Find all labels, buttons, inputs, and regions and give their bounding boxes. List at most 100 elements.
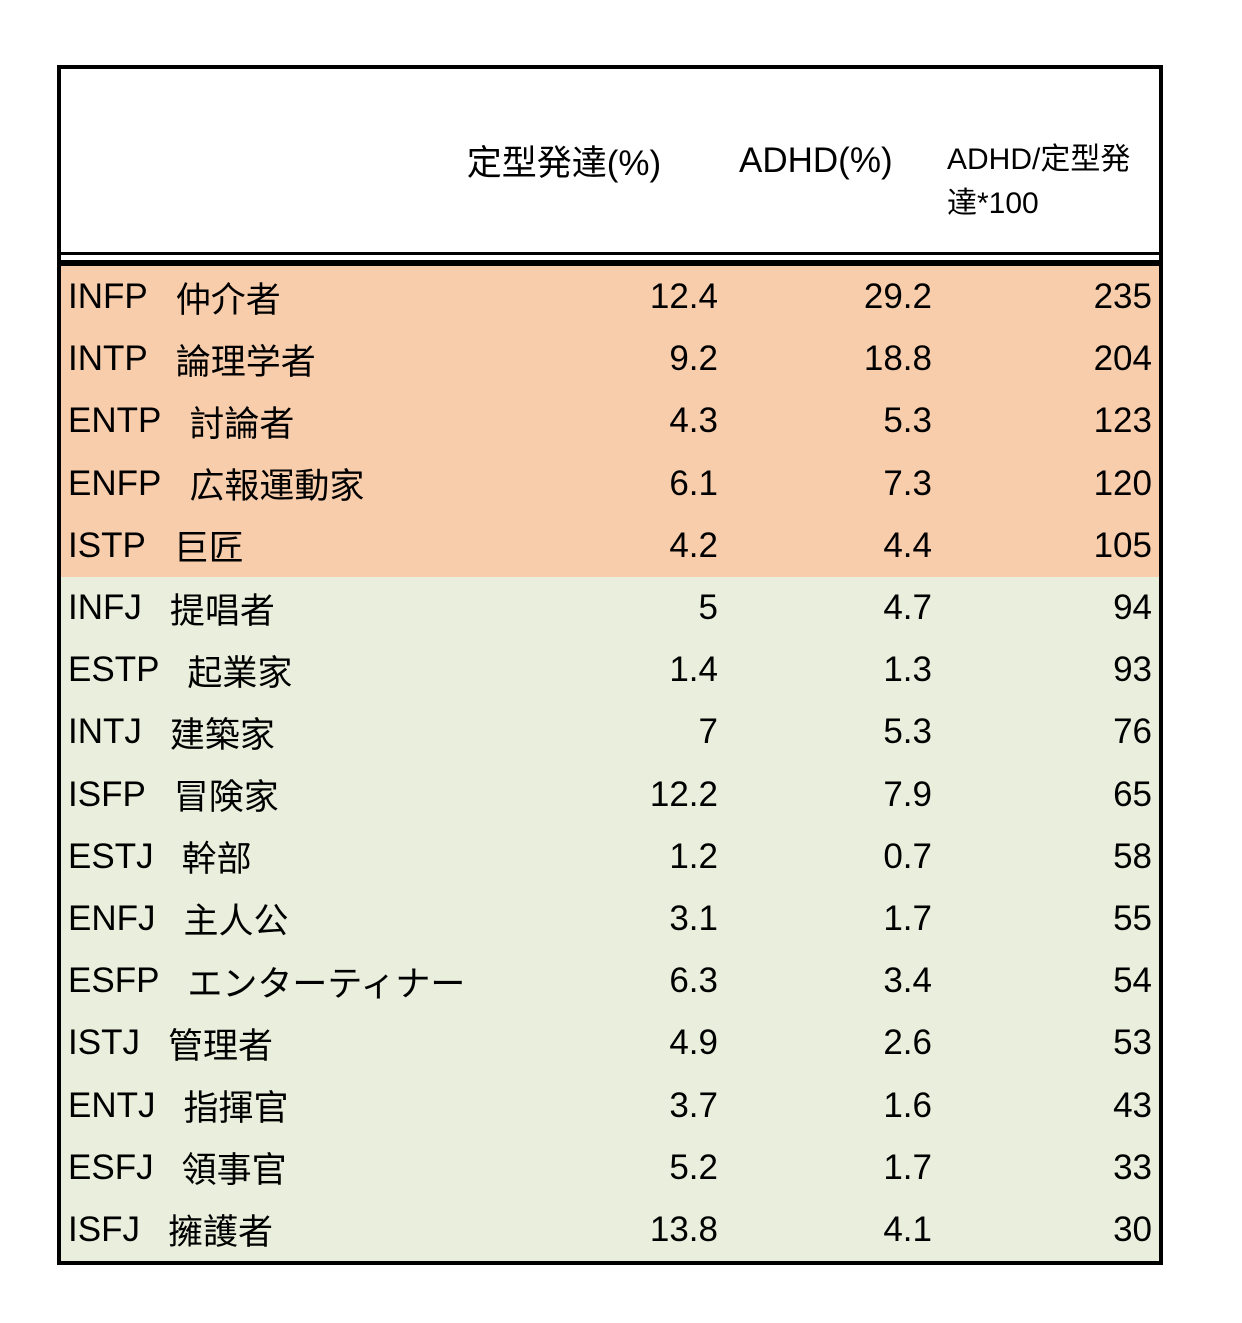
- type-cell: INTJ 建築家: [61, 707, 397, 758]
- typical-development-value: 6.3: [669, 961, 718, 1001]
- type-cell: ESFP エンターティナー: [61, 956, 465, 1007]
- type-cell: INFJ 提唱者: [61, 583, 397, 634]
- table-row: ISFJ 擁護者 13.8 4.1 30: [61, 1198, 1159, 1261]
- type-cell: ENTJ 指揮官: [61, 1080, 397, 1131]
- table-row: ESFJ 領事官 5.2 1.7 33: [61, 1136, 1159, 1199]
- table-row: ENTP 討論者 4.3 5.3 123: [61, 390, 1159, 453]
- adhd-value: 4.7: [883, 588, 932, 628]
- column-header-adhd-percent: ADHD(%): [739, 140, 893, 180]
- table-row: INFP 仲介者 12.4 29.2 235: [61, 266, 1159, 329]
- type-name: 建築家: [169, 715, 275, 755]
- typical-development-value: 1.4: [669, 650, 718, 690]
- type-code: ENFP: [68, 463, 162, 503]
- ratio-value: 43: [1113, 1085, 1152, 1125]
- type-code: ISFJ: [68, 1209, 140, 1249]
- type-cell: ESTP 起業家: [61, 645, 397, 696]
- table-row: ENFJ 主人公 3.1 1.7 55: [61, 887, 1159, 951]
- typical-development-value: 4.9: [669, 1023, 718, 1063]
- ratio-value: 30: [1113, 1209, 1152, 1249]
- ratio-value: 105: [1093, 525, 1152, 565]
- table-row: INFJ 提唱者 5 4.7 94: [61, 576, 1159, 640]
- type-code: ESTP: [68, 650, 160, 690]
- type-code: ENTP: [68, 401, 162, 441]
- typical-development-value: 4.3: [669, 401, 718, 441]
- type-code: ISFP: [68, 774, 146, 814]
- type-name: 冒険家: [173, 778, 279, 818]
- typical-development-value: 4.2: [669, 525, 718, 565]
- table-row: ISTP 巨匠 4.2 4.4 105: [61, 514, 1159, 577]
- type-cell: ESFJ 領事官: [61, 1142, 397, 1193]
- mbti-distribution-table: 定型発達(%) ADHD(%) ADHD/定型発達*100 INFP 仲介者 1…: [57, 65, 1163, 1265]
- column-header-adhd-ratio: ADHD/定型発達*100: [947, 142, 1131, 220]
- type-name: 領事官: [181, 1151, 287, 1191]
- adhd-value: 0.7: [883, 836, 932, 876]
- table-row: ENFP 広報運動家 6.1 7.3 120: [61, 452, 1159, 515]
- type-cell: INTP 論理学者: [61, 334, 397, 385]
- type-name: 巨匠: [173, 529, 244, 569]
- adhd-value: 4.4: [883, 525, 932, 565]
- adhd-value: 18.8: [863, 339, 932, 379]
- type-cell: ISTJ 管理者: [61, 1018, 397, 1069]
- type-code: ESFJ: [68, 1147, 154, 1187]
- typical-development-value: 1.2: [669, 836, 718, 876]
- typical-development-value: 13.8: [649, 1209, 718, 1249]
- type-name: エンターティナー: [187, 964, 466, 1004]
- column-header-typical-development-percent: 定型発達(%): [466, 144, 662, 183]
- table-row: ISTJ 管理者 4.9 2.6 53: [61, 1012, 1159, 1075]
- adhd-value: 7.3: [883, 463, 932, 503]
- type-code: INTP: [68, 339, 148, 379]
- ratio-value: 55: [1113, 898, 1152, 938]
- adhd-value: 3.4: [883, 961, 932, 1001]
- type-name: 管理者: [167, 1026, 273, 1066]
- type-code: ISTP: [68, 525, 146, 565]
- ratio-value: 33: [1113, 1147, 1152, 1187]
- ratio-value: 120: [1093, 463, 1152, 503]
- type-name: 幹部: [181, 840, 252, 880]
- type-code: INFP: [68, 277, 148, 317]
- ratio-value: 58: [1113, 836, 1152, 876]
- type-name: 討論者: [189, 404, 295, 444]
- typical-development-value: 5.2: [669, 1147, 718, 1187]
- adhd-value: 1.6: [883, 1085, 932, 1125]
- type-code: ENTJ: [68, 1085, 156, 1125]
- typical-development-value: 12.2: [649, 774, 718, 814]
- table-row: INTP 論理学者 9.2 18.8 204: [61, 328, 1159, 391]
- adhd-value: 5.3: [883, 712, 932, 752]
- typical-development-value: 6.1: [669, 463, 718, 503]
- type-code: INTJ: [68, 712, 142, 752]
- table-row: ESFP エンターティナー 6.3 3.4 54: [61, 950, 1159, 1013]
- type-code: ESTJ: [68, 836, 154, 876]
- typical-development-value: 7: [698, 712, 718, 752]
- type-code: ISTJ: [68, 1023, 140, 1063]
- ratio-value: 65: [1113, 774, 1152, 814]
- type-cell: ENFP 広報運動家: [61, 458, 397, 509]
- header-body-separator-gap: [61, 255, 1159, 260]
- type-name: 主人公: [183, 902, 289, 942]
- type-cell: ISFP 冒険家: [61, 769, 397, 820]
- type-name: 擁護者: [167, 1213, 273, 1253]
- ratio-value: 76: [1113, 712, 1152, 752]
- ratio-value: 204: [1093, 339, 1152, 379]
- adhd-value: 1.3: [883, 650, 932, 690]
- table-row: ESTJ 幹部 1.2 0.7 58: [61, 825, 1159, 888]
- adhd-value: 2.6: [883, 1023, 932, 1063]
- type-name: 指揮官: [183, 1089, 289, 1129]
- type-code: INFJ: [68, 588, 142, 628]
- type-cell: INFP 仲介者: [61, 272, 397, 323]
- type-name: 論理学者: [175, 342, 316, 382]
- type-cell: ENFJ 主人公: [61, 893, 397, 944]
- table-row: INTJ 建築家 7 5.3 76: [61, 701, 1159, 764]
- type-name: 起業家: [187, 653, 293, 693]
- type-cell: ISFJ 擁護者: [61, 1204, 397, 1255]
- adhd-value: 5.3: [883, 401, 932, 441]
- type-cell: ESTJ 幹部: [61, 831, 397, 882]
- type-code: ENFJ: [68, 898, 156, 938]
- type-cell: ENTP 討論者: [61, 396, 397, 447]
- table-row: ENTJ 指揮官 3.7 1.6 43: [61, 1074, 1159, 1137]
- typical-development-value: 9.2: [669, 339, 718, 379]
- adhd-value: 7.9: [883, 774, 932, 814]
- type-cell: ISTP 巨匠: [61, 520, 397, 571]
- adhd-value: 4.1: [883, 1209, 932, 1249]
- table-body: INFP 仲介者 12.4 29.2 235 INTP 論理学者 9.2 18.…: [61, 260, 1159, 1261]
